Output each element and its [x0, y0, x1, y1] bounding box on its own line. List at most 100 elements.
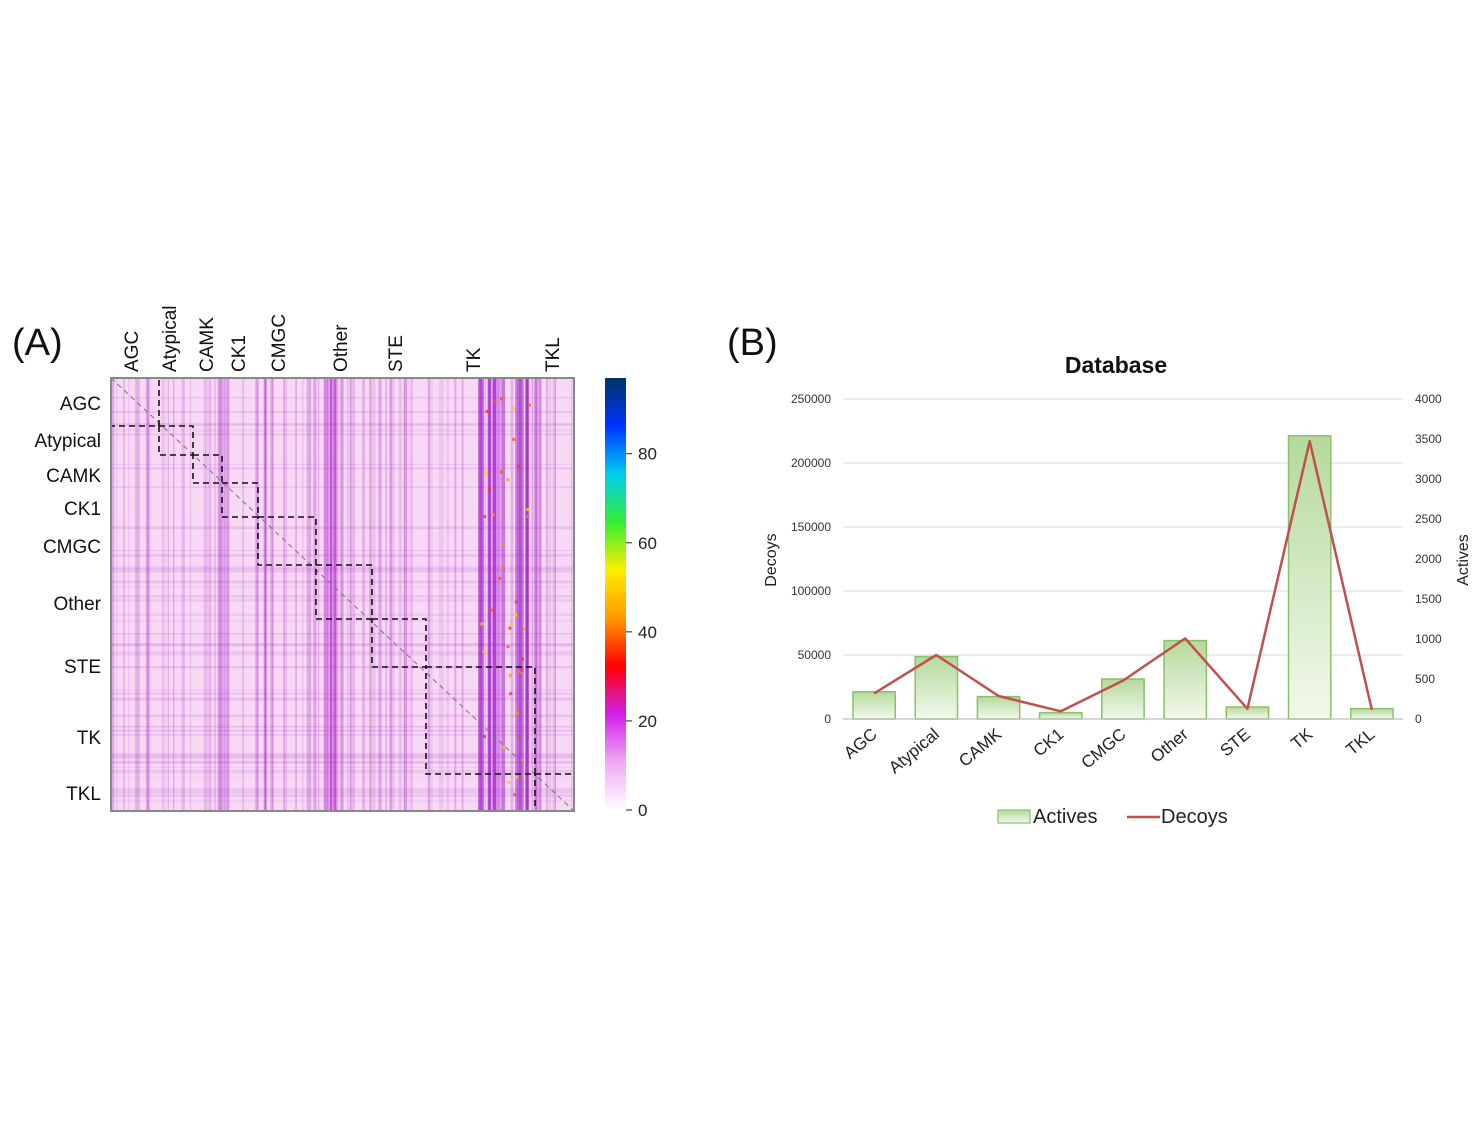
texture-row — [111, 794, 574, 797]
texture-row — [111, 599, 574, 602]
column-labels: AGC Atypical CAMK CK1 CMGC Other STE TK TKL — [122, 305, 564, 372]
texture-other-column — [323, 378, 326, 811]
texture-column — [111, 378, 115, 811]
texture-row — [111, 633, 574, 635]
legend-decoys-label: Decoys — [1161, 806, 1228, 828]
texture-row — [111, 729, 574, 732]
texture-row — [111, 757, 574, 760]
texture-other-column — [324, 378, 326, 811]
hot-spot — [514, 613, 518, 617]
texture-column — [264, 378, 267, 811]
texture-column — [362, 378, 365, 811]
x-tick-label-ste: STE — [1216, 725, 1254, 761]
hot-spot — [516, 464, 520, 468]
legend-actives-swatch — [997, 809, 1031, 824]
texture-column — [349, 378, 351, 811]
colorbar-tick-label: 60 — [638, 534, 657, 553]
texture-row — [111, 650, 574, 654]
texture-row — [111, 643, 574, 645]
texture-other-column — [334, 378, 337, 811]
hot-spot — [483, 735, 486, 738]
texture-row — [111, 756, 574, 758]
texture-row — [111, 486, 574, 488]
texture-column — [115, 378, 118, 811]
texture-column — [162, 378, 166, 811]
texture-row — [111, 771, 574, 774]
texture-column — [313, 378, 317, 811]
family-block-camk — [192, 454, 223, 484]
texture-column — [135, 378, 139, 811]
texture-other-column — [329, 378, 332, 811]
hot-spot — [491, 513, 495, 517]
x-tick-label-cmgc: CMGC — [1078, 725, 1130, 773]
col-label-ste: STE — [386, 335, 407, 372]
hot-spot — [490, 608, 493, 612]
matrix-frame — [110, 377, 575, 812]
texture-row — [111, 697, 574, 701]
texture-column — [203, 378, 206, 811]
right-tick-label: 3500 — [1415, 432, 1442, 446]
texture-row — [111, 666, 574, 669]
texture-column — [138, 378, 140, 811]
row-label-ste: STE — [64, 657, 101, 678]
family-block-atypical — [158, 425, 194, 456]
x-tick-label-tk: TK — [1287, 724, 1316, 753]
texture-row — [111, 620, 574, 622]
texture-column — [405, 378, 410, 811]
texture-column — [369, 378, 372, 811]
texture-tk-column — [478, 378, 482, 811]
hot-spot — [526, 515, 530, 519]
texture-column — [111, 378, 115, 811]
family-block-ste — [371, 618, 427, 668]
right-tick-label: 500 — [1415, 672, 1435, 686]
texture-column — [272, 378, 275, 811]
x-tick-label-ck1: CK1 — [1030, 725, 1068, 761]
col-label-other: Other — [331, 324, 352, 372]
texture-row — [111, 788, 574, 792]
texture-column — [227, 378, 230, 811]
texture-column — [427, 378, 430, 811]
hot-spot — [509, 622, 513, 626]
texture-tk-column — [519, 378, 522, 811]
texture-column — [391, 378, 395, 811]
texture-other-column — [335, 378, 338, 811]
texture-column — [555, 378, 557, 811]
decoys-line — [873, 439, 1374, 713]
similarity-matrix — [110, 377, 575, 812]
texture-column — [337, 378, 339, 811]
texture-column — [295, 378, 297, 811]
texture-row — [111, 692, 574, 695]
texture-other-column — [326, 378, 329, 811]
texture-column — [242, 378, 245, 811]
texture-column — [204, 378, 208, 811]
actives-bar-agc — [852, 691, 897, 720]
texture-column — [527, 378, 530, 811]
texture-other-column — [334, 378, 337, 811]
actives-bar-atypical — [914, 655, 959, 720]
texture-row — [111, 734, 574, 736]
texture-row — [111, 463, 574, 465]
col-label-atypical: Atypical — [160, 305, 181, 372]
texture-column — [225, 378, 229, 811]
texture-column — [219, 378, 223, 811]
texture-column — [264, 378, 267, 811]
row-label-atypical: Atypical — [34, 431, 101, 452]
texture-tk-column — [515, 378, 518, 811]
texture-column — [284, 378, 288, 811]
hot-spot — [508, 673, 512, 677]
hot-spot — [487, 487, 491, 491]
colorbar-tick-label: 80 — [638, 445, 657, 464]
texture-row — [111, 636, 574, 638]
texture-column — [147, 378, 151, 811]
texture-column — [256, 378, 258, 811]
texture-row — [111, 689, 574, 691]
col-label-camk: CAMK — [197, 317, 218, 372]
texture-column — [294, 378, 297, 811]
row-label-camk: CAMK — [46, 466, 101, 487]
texture-column — [538, 378, 542, 811]
texture-column — [446, 378, 449, 811]
texture-column — [531, 378, 533, 811]
col-label-cmgc: CMGC — [269, 314, 290, 372]
hot-spot — [501, 543, 505, 547]
left-tick-label: 200000 — [791, 456, 831, 470]
